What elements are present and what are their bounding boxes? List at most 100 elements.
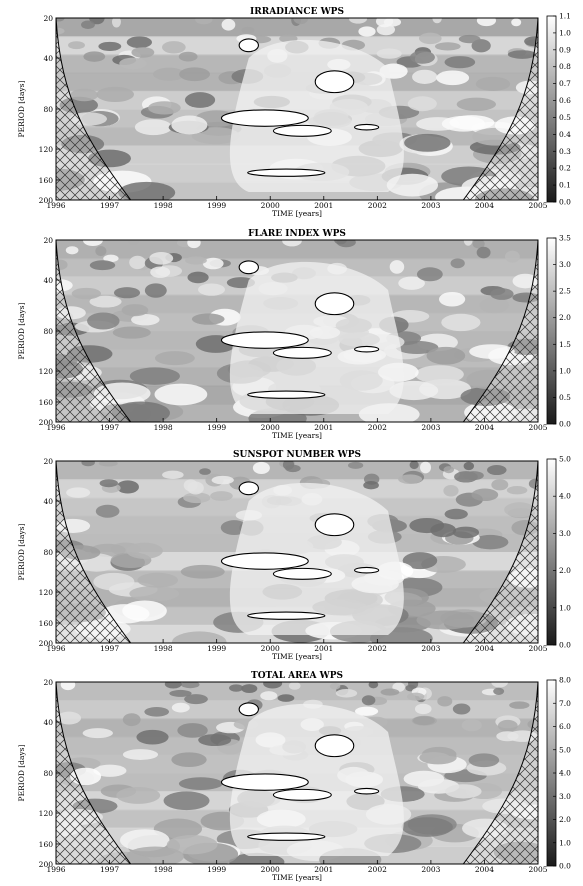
power-blob: [376, 48, 402, 59]
power-blob: [361, 695, 376, 706]
power-blob: [398, 474, 423, 484]
power-blob: [181, 682, 200, 689]
power-blob: [461, 719, 482, 732]
y-tick-label: 200: [39, 418, 54, 427]
cone-of-influence-right: [463, 240, 538, 422]
x-tick-label: 2005: [528, 644, 547, 653]
power-blob: [252, 461, 270, 475]
power-blob: [65, 246, 79, 255]
colorbar-tick-label: 0.8: [559, 62, 571, 71]
x-tick-label: 2005: [528, 201, 547, 210]
power-blob: [89, 295, 122, 308]
power-blob: [187, 271, 209, 284]
power-blob: [56, 18, 65, 22]
power-blob: [386, 173, 439, 197]
power-blob: [380, 688, 400, 696]
power-blob: [420, 461, 432, 474]
high-power-region: [229, 482, 404, 635]
power-blob: [415, 365, 464, 384]
power-blob: [443, 484, 459, 497]
colorbar-tick-label: 1.0: [559, 366, 571, 375]
power-blob: [184, 694, 208, 705]
colorbar-tick-label: 0.0: [559, 198, 571, 207]
high-power-region: [229, 39, 404, 193]
x-axis-label: TIME [years]: [272, 209, 322, 218]
significance-contour: [354, 123, 380, 131]
power-blob: [504, 502, 535, 518]
power-blob: [449, 115, 495, 130]
cone-of-influence-line: [56, 18, 132, 200]
power-blob: [472, 240, 485, 249]
colorbar-tick-label: 3.0: [559, 260, 571, 269]
power-blob: [375, 18, 394, 28]
power-blob: [430, 523, 457, 538]
power-blob: [363, 481, 379, 490]
x-tick-label: 1998: [154, 423, 173, 432]
power-blob: [491, 682, 509, 688]
power-blob: [122, 600, 167, 622]
power-blob: [98, 41, 122, 52]
power-blob: [358, 26, 376, 37]
power-blob: [83, 51, 106, 62]
power-blob: [198, 283, 225, 296]
y-tick-label: 160: [39, 176, 54, 185]
power-blob: [444, 56, 476, 69]
power-blob: [95, 245, 107, 257]
power-blob: [120, 829, 170, 852]
power-blob: [66, 487, 91, 498]
x-tick-label: 2001: [314, 201, 333, 210]
significance-contour: [314, 292, 355, 316]
power-blob: [505, 250, 520, 263]
x-tick-label: 2003: [421, 865, 440, 874]
y-tick-label: 200: [39, 639, 54, 648]
power-blob: [210, 491, 233, 501]
power-blob: [432, 18, 442, 24]
power-blob: [285, 464, 301, 473]
power-blob: [469, 344, 515, 359]
power-blob: [211, 475, 234, 485]
cone-of-influence-left: [56, 461, 131, 643]
chart-title: SUNSPOT NUMBER WPS: [233, 450, 361, 460]
power-blob: [56, 259, 68, 270]
power-blob: [99, 479, 118, 488]
wps-panel-3: SUNSPOT NUMBER WPS 1996 1997 1998 1999 2000 20…: [0, 443, 583, 665]
power-blob: [411, 715, 437, 726]
y-tick-label: 20: [43, 236, 53, 245]
power-blob: [70, 88, 99, 102]
power-blob: [179, 67, 211, 82]
colorbar-tick-label: 1.0: [559, 838, 571, 847]
significance-contour: [272, 567, 332, 580]
chart-title: IRRADIANCE WPS: [250, 7, 344, 17]
power-blob: [122, 749, 159, 760]
power-blob: [144, 706, 170, 717]
power-blob: [221, 18, 236, 31]
y-tick-label: 40: [43, 497, 53, 506]
x-tick-label: 1997: [100, 644, 119, 653]
power-blob: [82, 240, 103, 246]
cone-of-influence-line: [462, 18, 538, 200]
colorbar-tick-label: 5.0: [559, 455, 571, 464]
power-blob: [441, 313, 481, 332]
power-blob: [144, 283, 167, 298]
power-blob: [511, 18, 522, 27]
power-blob: [241, 26, 255, 34]
wps-panel-1: IRRADIANCE WPS 1996 1997 1998 1999 2000 2001 20…: [0, 0, 583, 222]
power-blob: [149, 252, 174, 265]
power-blob: [134, 119, 173, 136]
power-blob: [471, 39, 491, 53]
colorbar-tick-label: 0.5: [559, 113, 571, 122]
x-tick-label: 2003: [421, 201, 440, 210]
power-blob: [407, 96, 437, 112]
x-tick-label: 1996: [46, 201, 65, 210]
power-blob: [172, 631, 227, 643]
power-blob: [116, 786, 161, 804]
colorbar-tick-label: 0.7: [559, 79, 571, 88]
significance-contour: [220, 331, 309, 349]
power-blob: [512, 273, 538, 289]
cone-of-influence-left: [56, 18, 131, 200]
x-tick-label: 2004: [475, 423, 494, 432]
power-blob: [122, 713, 141, 727]
power-blob: [87, 312, 120, 330]
y-axis-label: PERIOD [days]: [17, 80, 26, 137]
